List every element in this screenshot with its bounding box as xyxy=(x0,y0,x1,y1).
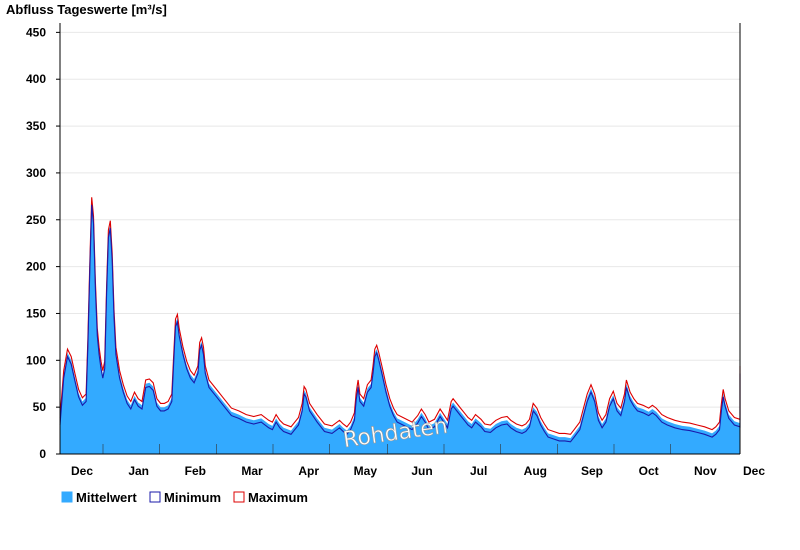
x-tick-label-jan-1: Jan xyxy=(128,464,149,478)
x-tick-label-nov-11: Nov xyxy=(694,464,717,478)
legend-swatch-minimum xyxy=(149,491,161,503)
x-tick-label-mar-3: Mar xyxy=(241,464,263,478)
grid-lines xyxy=(60,31,740,408)
series-maximum-line xyxy=(59,197,741,435)
y-tick-label-0: 0 xyxy=(39,447,46,461)
y-tick-label-300: 300 xyxy=(26,166,46,180)
x-tick-label-aug-8: Aug xyxy=(524,464,547,478)
x-tick-label-may-5: May xyxy=(354,464,378,478)
y-tick-label-100: 100 xyxy=(26,353,46,367)
series-mittelwert-area xyxy=(60,201,740,454)
y-tick-label-350: 350 xyxy=(26,119,46,133)
legend-swatch-mean xyxy=(61,491,73,503)
x-tick-label-apr-4: Apr xyxy=(298,464,319,478)
x-tick-label-feb-2: Feb xyxy=(185,464,206,478)
x-tick-label-oct-10: Oct xyxy=(639,464,659,478)
x-tick-label-jul-7: Jul xyxy=(470,464,487,478)
y-tick-label-400: 400 xyxy=(26,72,46,86)
chart-title: Abfluss Tageswerte [m³/s] xyxy=(6,2,167,17)
y-tick-label-150: 150 xyxy=(26,306,46,320)
legend-label-minimum: Minimum xyxy=(164,490,221,505)
x-tick-label-dec-0: Dec xyxy=(71,464,93,478)
legend-swatch-maximum xyxy=(233,491,245,503)
y-tick-label-450: 450 xyxy=(26,25,46,39)
y-tick-label-250: 250 xyxy=(26,213,46,227)
series-minimum-line xyxy=(59,204,741,443)
axes xyxy=(59,23,741,455)
y-tick-label-50: 50 xyxy=(33,400,47,414)
x-tick-label-sep-9: Sep xyxy=(581,464,603,478)
data-series xyxy=(59,197,741,454)
y-tick-label-200: 200 xyxy=(26,260,46,274)
y-axis-ticks: 0 50 100 150 200 250 300 350 400 450 xyxy=(26,25,60,461)
x-axis-ticks: Dec Jan Feb Mar Apr May Jun Jul Aug Sep Oct Nov Dec xyxy=(71,464,765,478)
legend: Mittelwert Minimum Maximum xyxy=(61,490,308,505)
legend-label-mean: Mittelwert xyxy=(76,490,137,505)
legend-label-maximum: Maximum xyxy=(248,490,308,505)
x-tick-label-dec-12: Dec xyxy=(743,464,765,478)
month-separators xyxy=(102,444,671,454)
x-tick-label-jun-6: Jun xyxy=(411,464,432,478)
